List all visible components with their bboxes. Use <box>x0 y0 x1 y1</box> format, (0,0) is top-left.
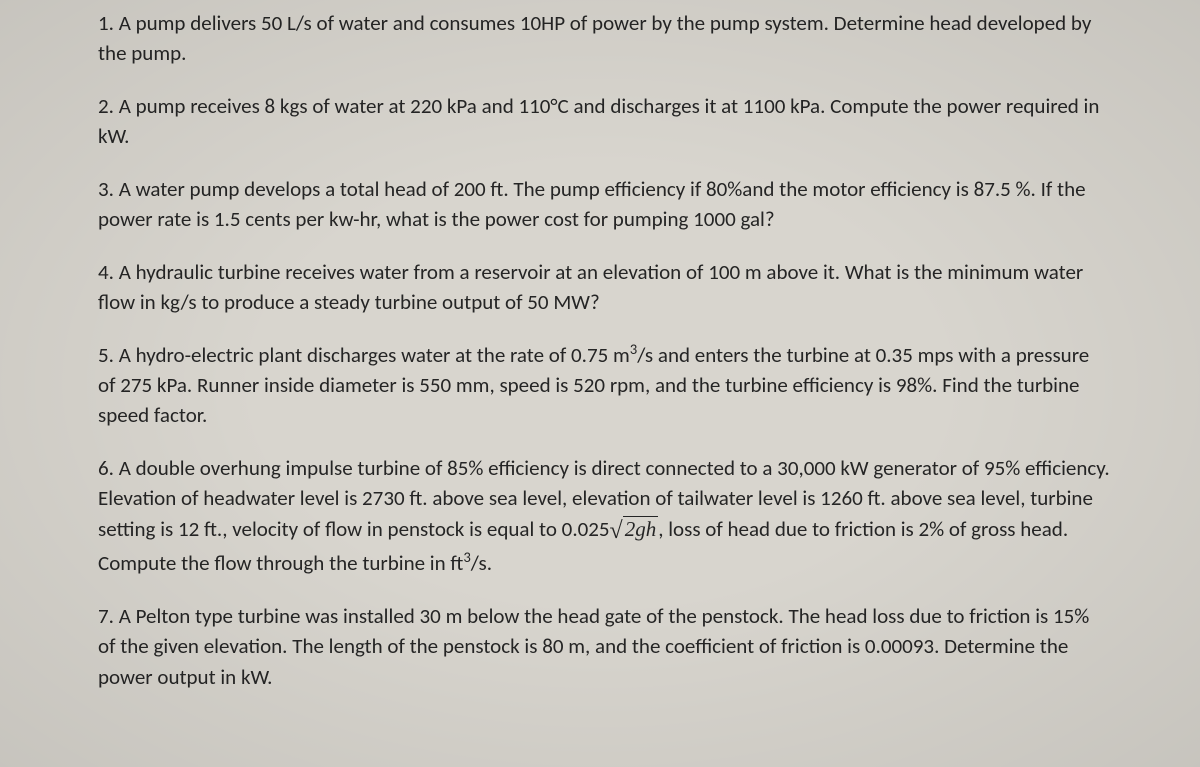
sqrt-expression: √2gh <box>610 514 659 549</box>
problem-4-text: 4. A hydraulic turbine receives water fr… <box>98 259 1083 315</box>
problem-5-text-a: 5. A hydro-electric plant discharges wat… <box>98 342 630 368</box>
problem-4: 4. A hydraulic turbine receives water fr… <box>98 257 1110 318</box>
problem-6: 6. A double overhung impulse turbine of … <box>98 453 1110 579</box>
problem-6-text-c: /s. <box>471 550 492 576</box>
problem-1: 1. A pump delivers 50 L/s of water and c… <box>98 8 1110 69</box>
problem-5: 5. A hydro-electric plant discharges wat… <box>98 340 1110 431</box>
problem-2-text: 2. A pump receives 8 kgs of water at 220… <box>98 93 1099 149</box>
problem-2: 2. A pump receives 8 kgs of water at 220… <box>98 91 1110 152</box>
problem-7-text: 7. A Pelton type turbine was installed 3… <box>98 603 1089 690</box>
problem-3: 3. A water pump develops a total head of… <box>98 174 1110 235</box>
problem-1-text: 1. A pump delivers 50 L/s of water and c… <box>98 10 1091 66</box>
sqrt-symbol: √ <box>610 518 623 544</box>
problem-3-text: 3. A water pump develops a total head of… <box>98 176 1086 232</box>
sqrt-content: 2gh <box>623 516 659 541</box>
problem-7: 7. A Pelton type turbine was installed 3… <box>98 601 1110 692</box>
superscript-3: 3 <box>463 548 470 566</box>
